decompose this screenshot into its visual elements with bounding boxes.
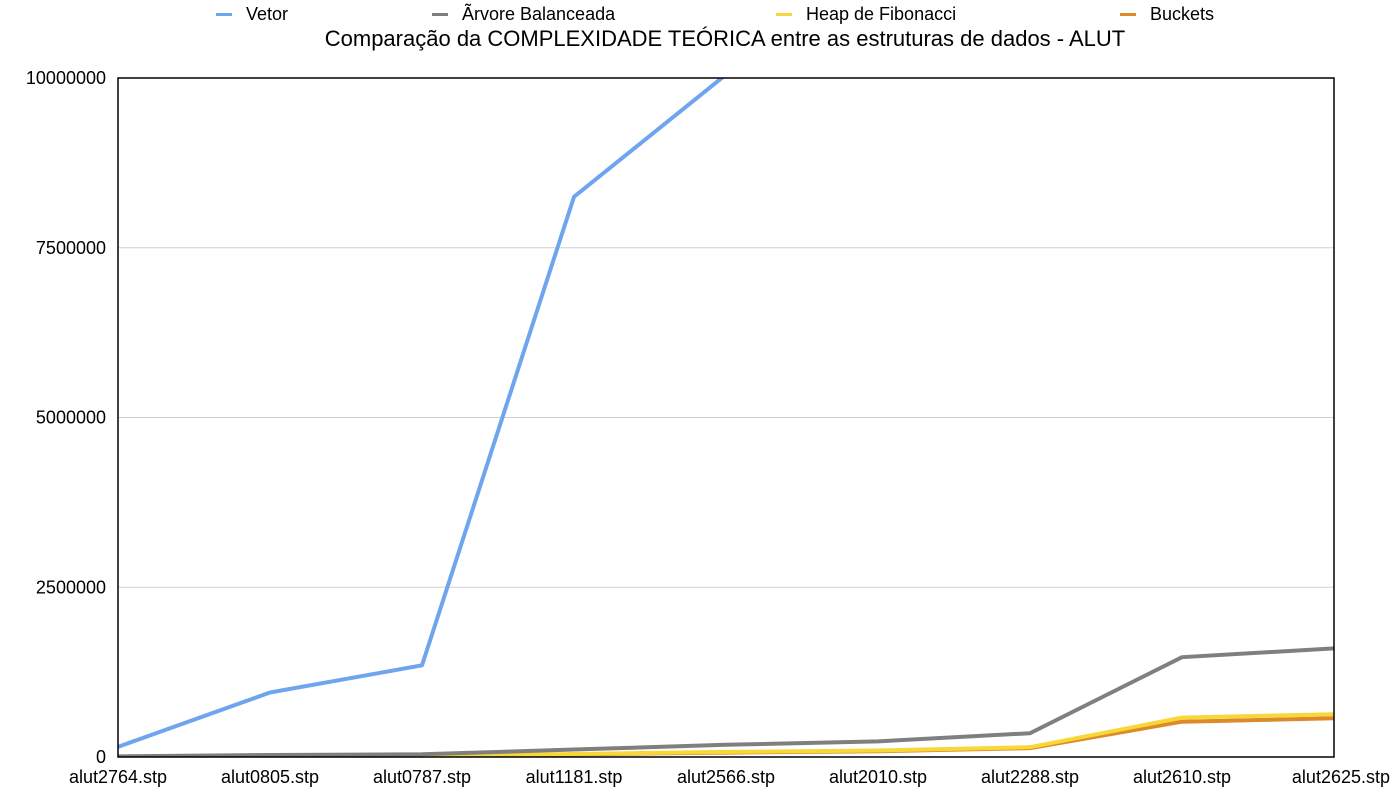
legend-item-buckets[interactable]: Buckets — [1120, 3, 1214, 25]
legend-label-buckets: Buckets — [1150, 3, 1215, 24]
x-tick-label: alut2625.stp — [1292, 767, 1390, 787]
series-line-arvore-balanceada — [118, 646, 1334, 757]
y-tick-label: 7500000 — [36, 238, 106, 258]
legend-label-arvore-balanceada: Ãrvore Balanceada — [462, 3, 616, 24]
x-tick-label: alut1181.stp — [526, 767, 623, 787]
legend-item-vetor[interactable]: Vetor — [216, 3, 288, 25]
gridlines — [118, 247, 1334, 588]
x-tick-label: alut2610.stp — [1133, 767, 1231, 787]
series-line-vetor — [118, 78, 725, 749]
x-tick-label: alut2288.stp — [981, 767, 1079, 787]
legend-swatch-vetor — [216, 12, 232, 16]
y-axis-tick-labels: 0 2500000 5000000 7500000 10000000 — [26, 68, 106, 767]
series-lines — [118, 78, 1334, 757]
legend-item-heap-de-fibonacci[interactable]: Heap de Fibonacci — [776, 3, 956, 25]
x-axis-tick-labels: alut2764.stp alut0805.stp alut0787.stp alut… — [69, 767, 1390, 787]
legend-swatch-buckets — [1120, 12, 1136, 16]
legend-item-arvore-balanceada[interactable]: Ãrvore Balanceada — [432, 3, 615, 25]
legend-label-vetor: Vetor — [246, 3, 289, 24]
legend-label-heap-de-fibonacci: Heap de Fibonacci — [806, 3, 957, 24]
legend-swatch-arvore-balanceada — [432, 12, 448, 16]
x-tick-label: alut0787.stp — [373, 767, 471, 787]
legend-swatch-heap-de-fibonacci — [776, 12, 792, 16]
y-tick-label: 2500000 — [36, 577, 106, 597]
x-tick-label: alut2566.stp — [677, 767, 775, 787]
plot-frame — [117, 77, 1335, 758]
legend: Vetor Ãrvore Balanceada Heap de Fibonacc… — [0, 3, 1392, 25]
x-tick-label: alut2010.stp — [829, 767, 927, 787]
series-line-heap-de-fibonacci — [118, 712, 1334, 757]
y-tick-label: 0 — [96, 747, 106, 767]
y-tick-label: 5000000 — [36, 408, 106, 428]
y-tick-label: 10000000 — [26, 68, 106, 88]
x-tick-label: alut2764.stp — [69, 767, 167, 787]
x-tick-label: alut0805.stp — [221, 767, 319, 787]
chart-title: Comparação da COMPLEXIDADE TEÓRICA entre… — [324, 26, 1126, 51]
